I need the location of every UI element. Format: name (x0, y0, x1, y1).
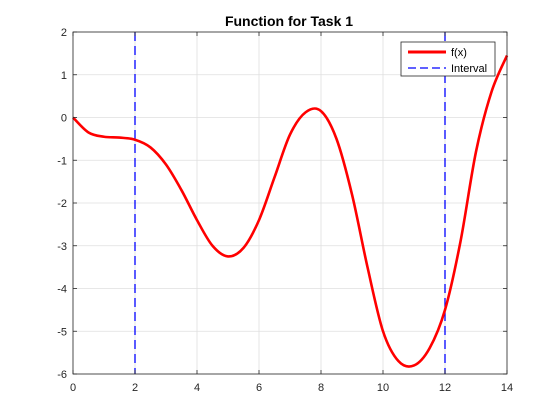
x-axis: 0 2 4 6 8 10 12 14 (70, 32, 513, 394)
legend-box (400, 41, 496, 77)
y-tick-label: -6 (57, 369, 67, 381)
y-tick-label: 0 (61, 113, 67, 125)
series-line-fx (72, 54, 509, 368)
y-tick-label: 1 (61, 70, 67, 82)
y-tick-label: -3 (57, 241, 67, 253)
legend: f(x) Interval (400, 41, 496, 77)
x-tick-label: 12 (439, 382, 451, 394)
x-tick-label: 2 (132, 382, 138, 394)
y-tick-label: -2 (57, 198, 67, 210)
y-tick-label: -1 (57, 155, 67, 167)
y-tick-label: -5 (57, 326, 67, 338)
x-tick-label: 10 (377, 382, 389, 394)
y-tick-label: 2 (61, 27, 67, 39)
y-axis: -6 -5 -4 -3 -2 -1 0 1 2 (57, 27, 507, 381)
y-tick-label: -4 (57, 284, 67, 296)
legend-label-interval: Interval (451, 63, 487, 75)
series-lines (72, 54, 509, 368)
x-tick-label: 4 (194, 382, 200, 394)
x-tick-label: 8 (318, 382, 324, 394)
x-tick-label: 6 (256, 382, 262, 394)
legend-label-fx: f(x) (451, 47, 467, 59)
chart-title: Function for Task 1 (225, 13, 353, 29)
x-tick-label: 14 (501, 382, 513, 394)
x-tick-label: 0 (70, 382, 76, 394)
interval-lines (134, 32, 446, 374)
